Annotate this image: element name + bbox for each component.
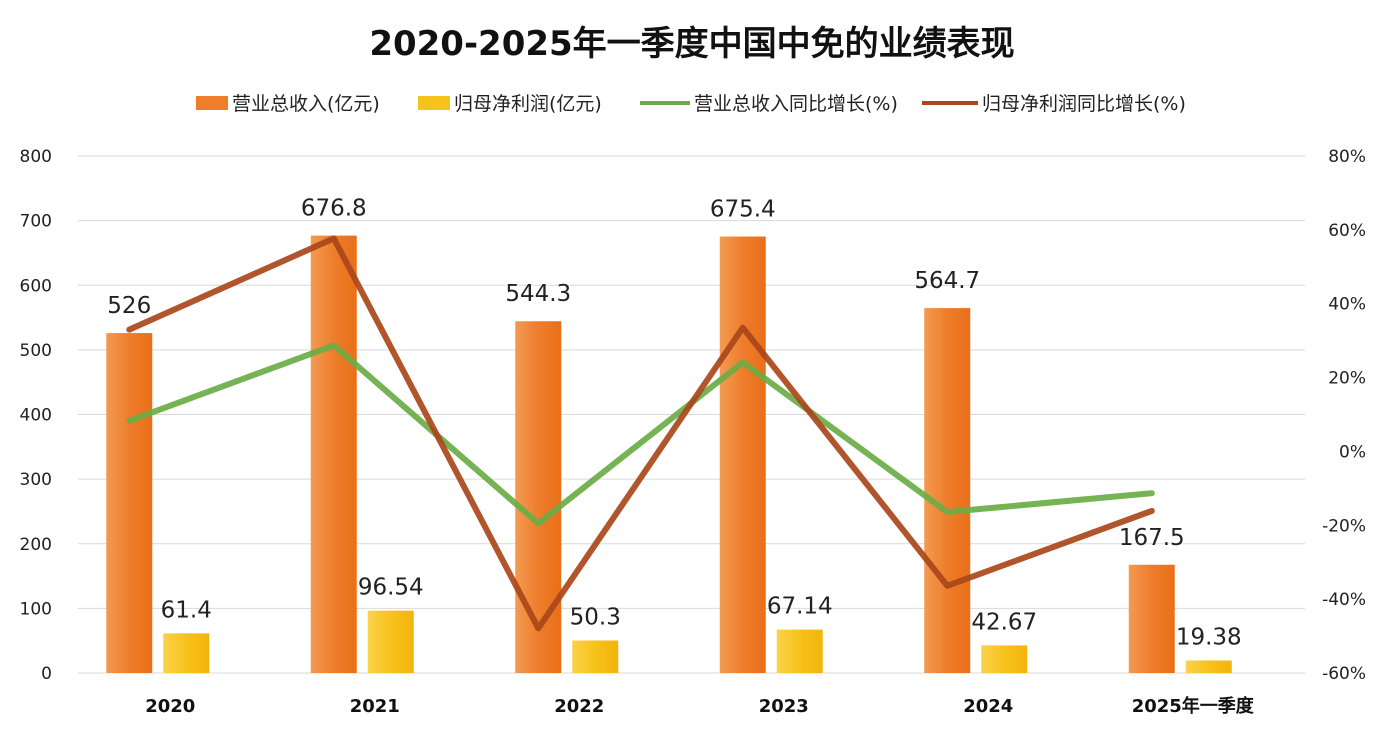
bar-revenue [719, 236, 766, 673]
data-label-profit: 42.67 [971, 609, 1037, 635]
data-label-profit: 61.4 [161, 597, 212, 623]
x-tick-label: 2024 [963, 696, 1013, 717]
data-label-revenue: 526 [107, 293, 151, 319]
y-left-tick-label: 300 [20, 470, 52, 490]
y-left-tick-label: 200 [20, 535, 52, 555]
bar-revenue [1128, 564, 1175, 673]
y-left-tick-label: 600 [20, 276, 52, 296]
y-right-tick-label: -20% [1322, 516, 1366, 536]
bar-profit [163, 633, 210, 673]
bar-revenue [515, 321, 562, 673]
x-tick-label: 2025年一季度 [1132, 695, 1255, 717]
y-right-tick-label: 20% [1328, 369, 1366, 389]
y-left-tick-label: 500 [20, 341, 52, 361]
legend-item-profit: 归母净利润(亿元) [418, 93, 602, 115]
x-axis: 2020 2021 2022 2023 2024 2025年一季度 [145, 695, 1255, 717]
line-series [126, 235, 1155, 632]
bar-revenue [106, 333, 153, 673]
y-right-tick-label: 0% [1339, 442, 1366, 462]
legend-item-revenue-growth: 营业总收入同比增长(%) [640, 93, 898, 115]
bar-revenue [924, 308, 971, 673]
legend-item-profit-growth: 归母净利润同比增长(%) [922, 93, 1186, 115]
data-label-revenue: 564.7 [914, 268, 980, 294]
y-left-tick-label: 0 [41, 664, 52, 684]
line-revenue-growth [126, 342, 1155, 527]
legend-label-revenue: 营业总收入(亿元) [232, 93, 380, 115]
legend: 营业总收入(亿元) 归母净利润(亿元) 营业总收入同比增长(%) 归母净利润同比… [196, 93, 1186, 115]
legend-label-profit: 归母净利润(亿元) [454, 93, 602, 115]
y-left-tick-label: 400 [20, 406, 52, 426]
y-axis-left: 0 100 200 300 400 500 600 700 800 [20, 147, 52, 684]
y-left-tick-label: 100 [20, 599, 52, 619]
chart-title: 2020-2025年一季度中国中免的业绩表现 [369, 24, 1014, 64]
data-label-profit: 19.38 [1176, 624, 1242, 650]
x-tick-label: 2021 [350, 696, 400, 717]
bar-profit [572, 640, 619, 673]
line-profit-growth [126, 235, 1155, 632]
legend-swatch-revenue [196, 96, 228, 110]
bar-profit [981, 645, 1028, 673]
data-label-revenue: 676.8 [301, 196, 367, 222]
x-tick-label: 2022 [554, 696, 604, 717]
y-right-tick-label: 40% [1328, 295, 1366, 315]
bar-profit [367, 610, 414, 673]
y-right-tick-label: -60% [1322, 664, 1366, 684]
bar-revenue [310, 235, 357, 674]
y-axis-right: -60% -40% -20% 0% 20% 40% 60% 80% [1322, 147, 1366, 684]
legend-swatch-profit [418, 96, 450, 110]
data-label-revenue: 675.4 [710, 197, 776, 223]
legend-label-revenue-growth: 营业总收入同比增长(%) [694, 93, 898, 115]
data-label-profit: 96.54 [358, 575, 424, 601]
data-label-revenue: 544.3 [505, 281, 571, 307]
bar-profit [1185, 660, 1232, 673]
y-right-tick-label: -40% [1322, 590, 1366, 610]
data-label-revenue: 167.5 [1119, 525, 1185, 551]
y-left-tick-label: 700 [20, 212, 52, 232]
x-tick-label: 2020 [145, 696, 195, 717]
gridlines [78, 155, 1305, 674]
bar-profit [776, 629, 823, 673]
legend-item-revenue: 营业总收入(亿元) [196, 93, 380, 115]
data-label-profit: 50.3 [570, 604, 621, 630]
y-right-tick-label: 80% [1328, 147, 1366, 167]
y-right-tick-label: 60% [1328, 221, 1366, 241]
y-left-tick-label: 800 [20, 147, 52, 167]
bar-series [106, 235, 1232, 674]
legend-label-profit-growth: 归母净利润同比增长(%) [982, 93, 1186, 115]
data-label-profit: 67.14 [767, 594, 833, 620]
x-tick-label: 2023 [759, 696, 809, 717]
data-labels: 526 676.8 544.3 675.4 564.7 167.5 61.4 96.54 50.… [107, 196, 1241, 651]
